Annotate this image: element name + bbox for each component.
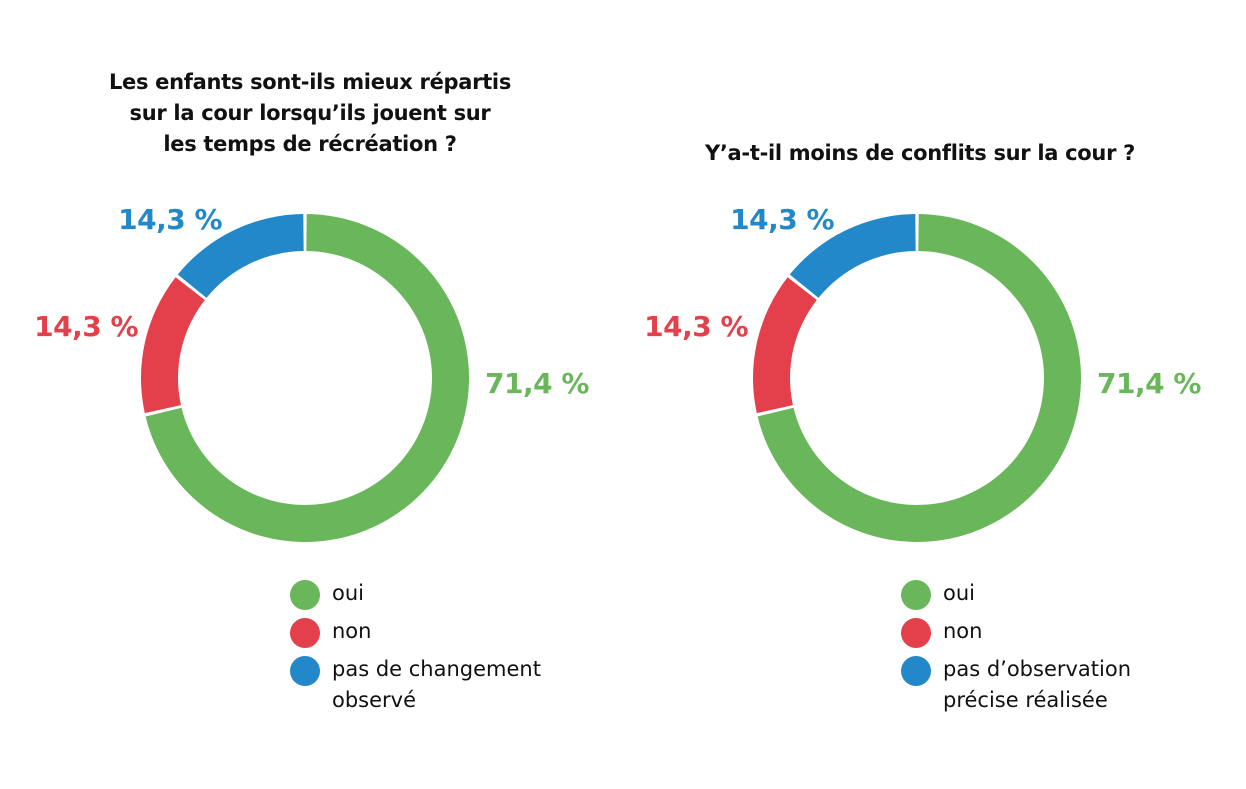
legend-item-non: non xyxy=(901,616,1131,648)
donut-slice-pas-d-observation xyxy=(789,214,916,298)
legend-label: non xyxy=(332,619,372,643)
data-label: 14,3 % xyxy=(730,203,834,236)
legend-item-oui: oui xyxy=(901,578,1131,610)
legend-swatch-pas-de-changement xyxy=(290,656,320,686)
legend-item-pas-de-changement: pas de changement observé xyxy=(290,654,541,716)
legend-swatch-oui xyxy=(901,580,931,610)
legend-swatch-oui xyxy=(290,580,320,610)
legend-swatch-pas-d-observation xyxy=(901,656,931,686)
chart-title-repartition: Les enfants sont-ils mieux répartis sur … xyxy=(108,70,512,156)
legend-label: oui xyxy=(332,581,364,605)
legend-label: non xyxy=(943,619,983,643)
legend-swatch-non xyxy=(290,618,320,648)
data-label: 71,4 % xyxy=(1097,367,1201,400)
legend-swatch-non xyxy=(901,618,931,648)
legend-repartition: oui non pas de changement observé xyxy=(290,578,541,722)
legend-item-pas-d-observation: pas d’observation précise réalisée xyxy=(901,654,1131,716)
legend-label: pas d’observation précise réalisée xyxy=(943,657,1132,712)
data-label: 71,4 % xyxy=(485,367,589,400)
legend-label: pas de changement observé xyxy=(332,657,541,712)
data-label: 14,3 % xyxy=(118,203,222,236)
legend-item-oui: oui xyxy=(290,578,541,610)
data-label: 14,3 % xyxy=(644,310,748,343)
donut-slice-non xyxy=(140,277,205,414)
legend-label: oui xyxy=(943,581,975,605)
data-label: 14,3 % xyxy=(34,310,138,343)
donut-slice-pas-de-changement xyxy=(177,214,304,298)
chart-title-conflits: Y’a-t-il moins de conflits sur la cour ? xyxy=(704,141,1136,165)
donut-slice-non xyxy=(752,277,817,414)
legend-conflits: oui non pas d’observation précise réalis… xyxy=(901,578,1131,722)
legend-item-non: non xyxy=(290,616,541,648)
